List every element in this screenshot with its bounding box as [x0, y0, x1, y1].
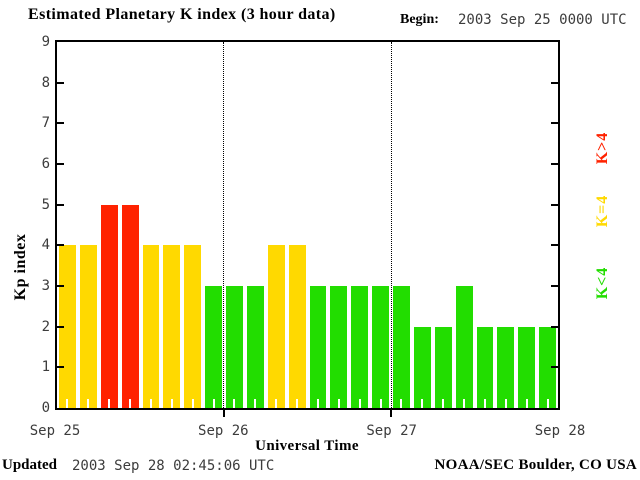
- y-axis-tick: [551, 244, 558, 247]
- kp-bar: [434, 326, 452, 408]
- y-axis-tick-label: 5: [41, 196, 50, 213]
- kp-bar: [413, 326, 431, 408]
- y-axis-tick: [57, 163, 64, 165]
- x-axis-3h-tick: [66, 399, 69, 408]
- x-axis-3h-tick: [254, 399, 257, 408]
- x-axis-3h-tick: [170, 399, 173, 408]
- plot-frame: Kp index: [12, 40, 560, 410]
- credit-text: NOAA/SEC Boulder, CO USA: [434, 457, 637, 473]
- day-boundary-line: [390, 42, 392, 408]
- day-boundary-line: [223, 42, 225, 408]
- x-axis-tick-label: Sep 27: [366, 423, 417, 439]
- x-axis-3h-tick: [191, 399, 194, 408]
- x-axis-3h-tick: [546, 399, 549, 408]
- y-axis-tick: [551, 81, 558, 84]
- y-axis-tick: [57, 81, 64, 84]
- kp-bar: [518, 326, 536, 408]
- y-axis-tick: [57, 285, 64, 287]
- y-axis-tick-label: 4: [41, 237, 50, 254]
- kp-bar: [393, 286, 410, 408]
- x-axis-3h-tick: [400, 399, 403, 408]
- x-axis-3h-tick: [337, 399, 340, 408]
- y-axis-tick: [551, 163, 558, 165]
- x-axis-title: Universal Time: [255, 438, 359, 454]
- kp-bar: [351, 286, 369, 408]
- y-axis-tick-label: 1: [41, 359, 50, 376]
- kp-bar: [455, 286, 473, 408]
- y-axis-tick: [551, 203, 558, 206]
- kp-bar: [163, 245, 181, 408]
- y-axis-tick: [551, 285, 558, 287]
- y-axis-tick-label: 8: [41, 74, 50, 91]
- y-axis-tick-label: 0: [41, 400, 50, 416]
- kp-bar: [539, 326, 556, 408]
- y-axis-tick-label: 3: [41, 278, 50, 294]
- y-axis-tick-label: 9: [41, 34, 50, 50]
- y-axis-tick: [57, 244, 64, 247]
- legend-label-high: K>4: [594, 131, 611, 165]
- plot-area: [57, 42, 558, 408]
- updated-timestamp: 2003 Sep 28 02:45:06 UTC: [72, 458, 275, 474]
- x-axis-3h-tick: [316, 399, 319, 408]
- y-axis-tick: [551, 325, 558, 328]
- kp-bar: [309, 286, 327, 408]
- x-axis-3h-tick: [379, 399, 382, 408]
- y-axis-tick: [57, 325, 64, 328]
- kp-bar: [121, 204, 139, 408]
- y-axis-tick: [551, 122, 558, 125]
- x-axis-3h-tick: [296, 399, 299, 408]
- kp-bar: [100, 204, 118, 408]
- x-axis-3h-tick: [129, 399, 132, 408]
- x-axis-3h-tick: [525, 399, 528, 408]
- legend-label-mid: K=4: [594, 194, 611, 228]
- y-axis-tick-label: 2: [41, 318, 50, 335]
- y-axis-tick: [57, 366, 64, 369]
- chart-title: Estimated Planetary K index (3 hour data…: [28, 6, 336, 23]
- x-axis-3h-tick: [212, 399, 215, 408]
- day-boundary-tick: [222, 410, 225, 417]
- x-axis-3h-tick: [504, 399, 507, 408]
- kp-bar: [205, 286, 222, 408]
- begin-timestamp: 2003 Sep 25 0000 UTC: [458, 12, 627, 28]
- x-axis-tick-label: Sep 28: [534, 423, 586, 439]
- x-axis-3h-tick: [108, 399, 111, 408]
- kp-bar: [476, 326, 494, 408]
- x-axis-3h-tick: [421, 399, 424, 408]
- kp-bar: [142, 245, 160, 408]
- kp-bar: [246, 286, 264, 408]
- x-axis-3h-tick: [483, 399, 486, 408]
- day-boundary-tick: [390, 410, 393, 417]
- kp-bar: [497, 326, 515, 408]
- y-axis-tick: [551, 366, 558, 369]
- kp-bar: [330, 286, 348, 408]
- y-axis-title: Kp index: [12, 233, 29, 301]
- x-axis-tick-label: Sep 26: [198, 423, 249, 439]
- kp-bar: [288, 245, 306, 408]
- kp-bar: [226, 286, 243, 408]
- kp-bar: [184, 245, 202, 408]
- y-axis-tick: [57, 122, 64, 125]
- y-axis-tick-label: 6: [41, 156, 50, 172]
- y-axis-tick-label: 7: [41, 115, 50, 132]
- updated-label: Updated: [2, 457, 58, 473]
- begin-label: Begin:: [400, 12, 439, 27]
- x-axis-tick-label: Sep 25: [29, 423, 81, 439]
- kp-bar: [372, 286, 389, 408]
- x-axis-3h-tick: [358, 399, 361, 408]
- kp-bar: [267, 245, 285, 408]
- y-axis-tick: [57, 203, 64, 206]
- x-axis-3h-tick: [463, 399, 466, 408]
- kp-bar: [79, 245, 97, 408]
- x-axis-3h-tick: [149, 399, 152, 408]
- x-axis-3h-tick: [233, 399, 236, 408]
- x-axis-3h-tick: [275, 399, 278, 408]
- x-axis-3h-tick: [87, 399, 90, 408]
- legend-label-low: K<4: [594, 266, 611, 300]
- x-axis-3h-tick: [442, 399, 445, 408]
